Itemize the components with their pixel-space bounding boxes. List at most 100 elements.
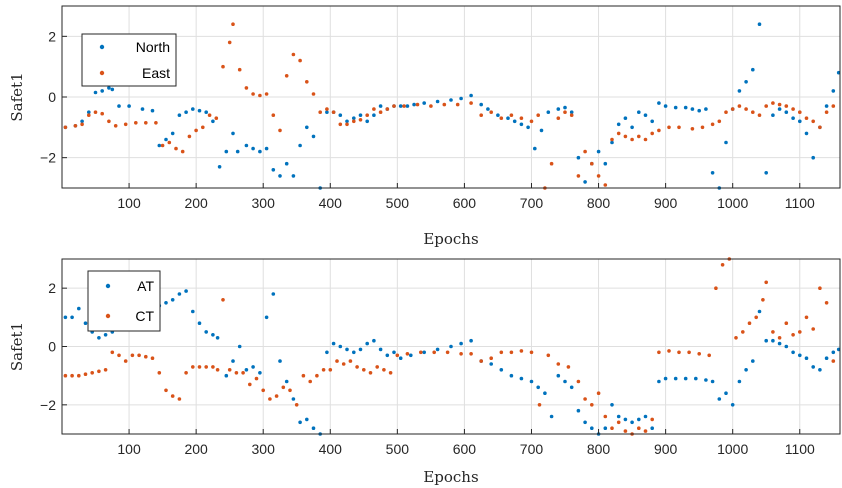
data-point <box>398 104 403 108</box>
data-point <box>235 149 240 154</box>
data-point <box>764 280 768 285</box>
data-point <box>824 104 829 108</box>
data-point <box>103 333 108 337</box>
data-point <box>831 104 836 108</box>
x-tick-label: 300 <box>252 195 276 211</box>
data-point <box>83 372 88 377</box>
data-point <box>214 116 219 120</box>
data-point <box>469 93 473 98</box>
data-point <box>543 391 547 396</box>
data-point <box>402 104 406 108</box>
data-point <box>616 420 621 425</box>
data-point <box>134 121 138 125</box>
data-point <box>583 420 587 425</box>
data-point <box>215 368 220 372</box>
data-point <box>144 354 148 359</box>
data-point <box>154 121 158 125</box>
x-tick-label: 600 <box>453 195 477 211</box>
data-point <box>657 128 661 133</box>
data-point <box>536 385 540 390</box>
data-point <box>734 336 738 340</box>
data-point <box>791 107 795 111</box>
data-point <box>284 379 289 384</box>
data-point <box>630 420 634 425</box>
x-tick-label: 500 <box>386 441 410 457</box>
data-point <box>459 341 463 346</box>
data-point <box>405 104 410 108</box>
data-point <box>690 107 695 111</box>
data-point <box>479 359 484 363</box>
y-tick-label: 2 <box>48 28 56 44</box>
data-point <box>435 99 440 104</box>
data-point <box>170 394 175 398</box>
data-point <box>724 110 728 114</box>
data-point <box>479 102 484 107</box>
data-point <box>278 128 282 133</box>
data-point <box>268 397 272 401</box>
data-point <box>737 379 742 384</box>
x-tick-label: 1100 <box>785 195 815 211</box>
data-point <box>110 87 115 92</box>
data-point <box>362 368 366 372</box>
data-point <box>730 403 735 407</box>
data-point <box>325 110 329 114</box>
data-point <box>150 108 155 113</box>
data-point <box>77 373 81 378</box>
data-point <box>419 350 423 355</box>
data-point <box>227 368 232 372</box>
data-point <box>385 107 390 111</box>
data-point <box>97 369 101 374</box>
data-point <box>556 373 561 378</box>
data-point <box>650 417 654 422</box>
data-point <box>583 149 587 154</box>
data-point <box>100 89 104 93</box>
data-point <box>184 110 188 114</box>
data-point <box>231 131 235 136</box>
x-tick-label: 700 <box>520 195 544 211</box>
data-point <box>170 298 175 302</box>
data-point <box>643 414 648 419</box>
data-point <box>281 385 286 390</box>
data-point <box>382 368 386 372</box>
data-point <box>221 298 225 302</box>
data-point <box>637 110 641 114</box>
x-tick-label: 900 <box>654 441 678 457</box>
data-point <box>311 92 316 96</box>
data-point <box>345 122 349 127</box>
data-point <box>305 125 309 130</box>
data-point <box>197 365 202 369</box>
data-point <box>667 125 671 130</box>
data-point <box>459 352 463 356</box>
data-point <box>818 125 822 130</box>
data-point <box>707 353 711 358</box>
data-point <box>331 341 336 346</box>
data-point <box>610 140 614 145</box>
data-point <box>569 113 574 117</box>
data-point <box>704 107 708 111</box>
data-point <box>191 107 195 111</box>
data-point <box>291 174 296 178</box>
data-point <box>798 119 802 124</box>
data-point <box>284 74 289 78</box>
data-point <box>197 108 202 113</box>
data-point <box>392 350 396 355</box>
data-point <box>103 368 108 372</box>
data-point <box>455 102 460 107</box>
data-point <box>610 137 614 142</box>
data-point <box>224 373 229 378</box>
data-point <box>63 373 68 378</box>
data-point <box>449 98 453 102</box>
data-point <box>164 301 168 305</box>
data-point <box>499 368 504 372</box>
data-point <box>321 368 326 372</box>
data-point <box>824 301 829 305</box>
data-point <box>519 122 524 127</box>
data-point <box>519 116 524 120</box>
data-point <box>603 183 608 187</box>
data-point <box>771 338 775 343</box>
data-point <box>378 104 383 108</box>
data-point <box>509 350 514 355</box>
legend-label-at: AT <box>137 278 154 294</box>
data-point <box>623 116 628 120</box>
data-point <box>777 102 782 107</box>
